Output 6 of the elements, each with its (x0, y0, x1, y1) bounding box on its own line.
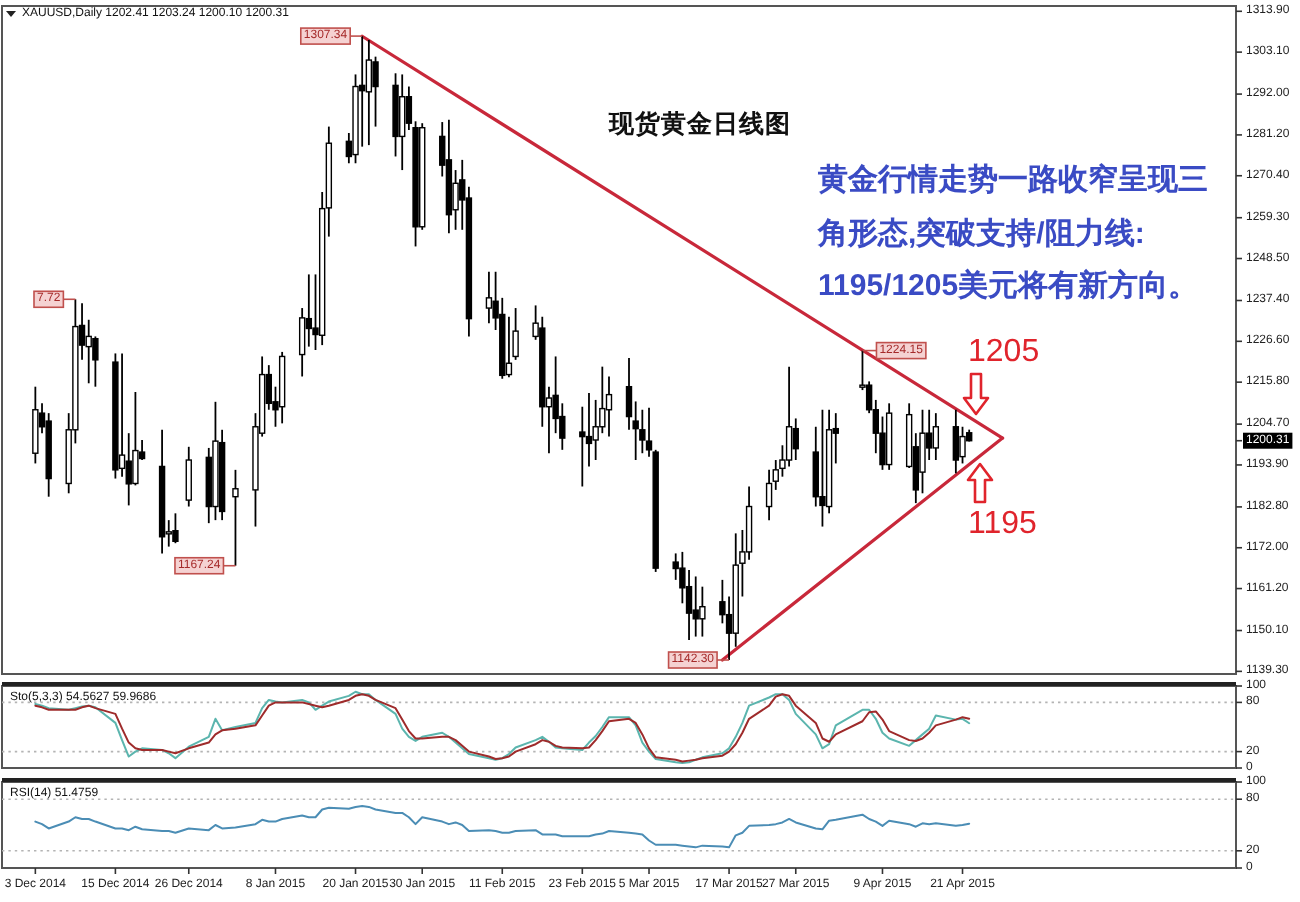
annotation: 1195/1205美元将有新方向。 (818, 267, 1199, 303)
annotation: 1195 (968, 507, 1038, 541)
annotation: 黄金行情走势一路收窄呈现三 (816, 161, 1208, 197)
annotation: 角形态,突破支持/阻力线: (816, 215, 1145, 251)
annotation: 1205 (968, 335, 1040, 369)
text: 现货黄金日线图 (607, 110, 791, 138)
